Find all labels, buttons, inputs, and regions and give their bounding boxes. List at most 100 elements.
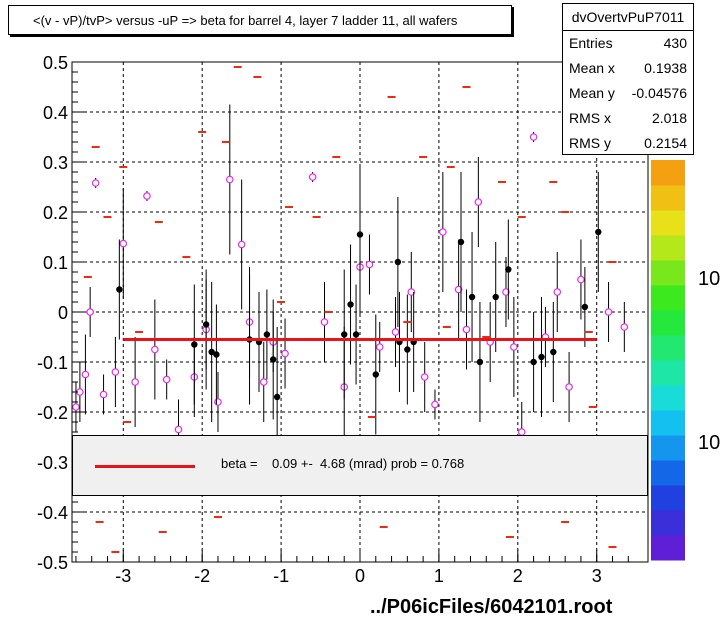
stats-row-rms-x: RMS x 2.018 — [563, 106, 693, 131]
y-tick-label: -0.1 — [37, 353, 68, 373]
chart-title-text: <(v - vP)/tvP> versus -uP => beta for ba… — [33, 13, 458, 28]
palette-band — [651, 535, 685, 561]
chart-title: <(v - vP)/tvP> versus -uP => beta for ba… — [8, 5, 512, 35]
open-point — [420, 373, 429, 381]
stats-row-mean-y: Mean y -0.04576 — [563, 81, 693, 106]
filled-point — [191, 341, 198, 348]
filled-point — [394, 258, 402, 266]
stats-label: RMS x — [569, 110, 611, 126]
stats-value: 0.2154 — [644, 135, 687, 151]
y-tick-label: 0.4 — [43, 103, 68, 123]
palette-band — [651, 485, 685, 511]
filled-point — [468, 293, 476, 301]
palette-band — [651, 510, 685, 536]
palette-band — [651, 385, 685, 411]
palette-band — [651, 360, 685, 386]
y-tick-label: -0.2 — [37, 403, 68, 423]
filled-point — [581, 303, 589, 311]
x-tick-label: 1 — [434, 566, 444, 586]
open-point — [407, 288, 416, 296]
open-point — [375, 343, 384, 351]
fit-legend: beta = 0.09 +- 4.68 (mrad) prob = 0.768 — [72, 435, 648, 496]
y-tick-label: 0.1 — [43, 253, 68, 273]
palette-band — [651, 235, 685, 261]
open-point — [151, 345, 159, 354]
color-palette — [651, 160, 685, 561]
open-point — [143, 192, 151, 200]
stats-value: 2.018 — [651, 110, 687, 126]
filled-point — [208, 348, 215, 356]
open-point — [308, 173, 317, 181]
palette-band — [651, 310, 685, 336]
open-point — [259, 378, 268, 386]
open-point — [131, 378, 139, 386]
filled-point — [476, 358, 484, 366]
open-point — [226, 175, 234, 184]
open-point — [162, 375, 171, 384]
y-tick-label: 0.2 — [43, 203, 68, 223]
y-tick-label: -0.5 — [37, 553, 68, 573]
open-point — [510, 343, 518, 351]
open-point — [454, 285, 463, 294]
x-tick-label: -3 — [115, 566, 131, 586]
palette-band — [651, 285, 685, 311]
filled-point — [595, 228, 602, 236]
palette-band — [651, 260, 685, 286]
palette-band — [651, 160, 685, 186]
y-tick-label: 0.5 — [43, 53, 68, 73]
open-point — [214, 398, 222, 406]
filled-point — [352, 331, 360, 338]
data-points — [72, 66, 629, 553]
filled-point — [116, 286, 123, 293]
stats-row-entries: Entries 430 — [563, 31, 693, 56]
palette-label: 10 — [698, 268, 720, 290]
open-point — [365, 260, 374, 269]
stats-label: Entries — [569, 35, 613, 51]
filled-point — [505, 266, 512, 273]
open-point — [620, 323, 629, 331]
palette-band — [651, 435, 685, 461]
filled-point — [404, 346, 411, 353]
open-point — [119, 239, 128, 248]
open-point — [577, 275, 585, 284]
open-point — [391, 328, 400, 336]
x-tick-label: 3 — [592, 566, 602, 586]
filled-point — [457, 238, 465, 246]
open-point — [502, 288, 510, 296]
open-point — [111, 368, 120, 376]
stats-row-mean-x: Mean x 0.1938 — [563, 56, 693, 81]
palette-band — [651, 335, 685, 361]
filled-point — [356, 231, 364, 238]
axis-ticks: -3 -2 -1 0 1 2 3 -0.5 -0.4 -0.3 -0.2 -0.1 0 0.1 0.2 0.3… — [37, 53, 629, 586]
y-tick-label: 0 — [58, 303, 68, 323]
open-point — [604, 308, 613, 316]
palette-band — [651, 210, 685, 236]
x-tick-label: -2 — [194, 566, 210, 586]
fit-legend-text: beta = 0.09 +- 4.68 (mrad) prob = 0.768 — [221, 456, 465, 471]
x-tick-label: -1 — [273, 566, 289, 586]
filled-point — [263, 331, 271, 338]
open-point — [474, 198, 483, 206]
open-point — [431, 400, 439, 409]
stats-label: Mean x — [569, 60, 615, 76]
stats-value: -0.04576 — [631, 85, 687, 101]
filled-point — [213, 351, 220, 358]
stats-box: dvOvertvPuP7011 Entries 430 Mean x 0.193… — [562, 3, 694, 155]
open-point — [99, 390, 108, 399]
stats-label: RMS y — [569, 135, 611, 151]
palette-band — [651, 185, 685, 211]
open-point — [86, 308, 94, 316]
open-point — [72, 403, 80, 411]
filled-point — [347, 301, 354, 308]
open-point — [281, 349, 289, 358]
filled-point — [341, 331, 348, 338]
open-point — [462, 325, 471, 334]
palette-band — [651, 410, 685, 436]
stats-value: 0.1938 — [644, 60, 687, 76]
open-point — [565, 383, 573, 391]
filled-point — [538, 353, 545, 361]
open-point — [237, 240, 246, 249]
open-point — [529, 133, 538, 141]
y-tick-label: 0.3 — [43, 153, 68, 173]
x-tick-label: 0 — [355, 566, 365, 586]
